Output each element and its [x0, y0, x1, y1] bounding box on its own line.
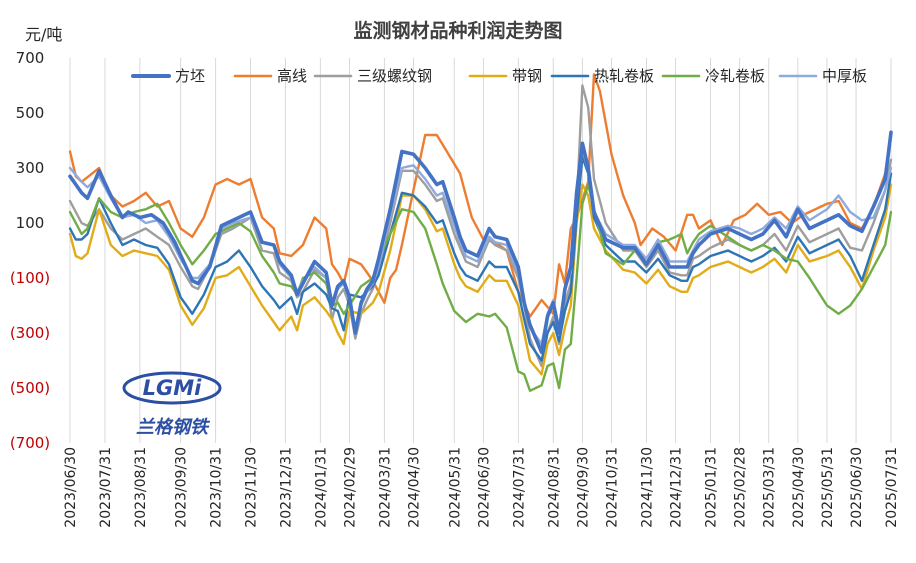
legend-label: 中厚板: [822, 67, 867, 85]
x-axis-ticks: 2023/06/30 2023/07/31 2023/08/31 2023/09/30…: [63, 447, 900, 528]
x-tick-label: 2024/08/31: [546, 447, 562, 528]
legend: 方坯 高线 三级螺纹钢 带钢 热轧卷板 冷轧卷板 中厚板: [131, 67, 867, 85]
x-tick-label: 2025/04/30: [791, 447, 807, 528]
x-tick-label: 2023/09/30: [174, 447, 190, 528]
series-lines: [68, 73, 893, 392]
y-tick-label: (100): [10, 269, 50, 287]
y-tick-label: (700): [10, 434, 50, 452]
x-tick-label: 2024/10/31: [605, 447, 621, 528]
x-tick-label: 2023/12/31: [278, 447, 294, 528]
chart-title: 监测钢材品种利润走势图: [353, 19, 562, 42]
x-tick-label: 2024/12/31: [669, 447, 685, 528]
series-line-1: [68, 73, 893, 318]
x-tick-label: 2023/11/30: [244, 447, 260, 528]
x-tick-label: 2024/03/31: [377, 447, 393, 528]
x-tick-label: 2025/03/31: [762, 447, 778, 528]
legend-label: 热轧卷板: [594, 67, 654, 85]
x-tick-label: 2024/02/29: [342, 447, 358, 528]
series-line-3: [68, 183, 893, 376]
x-tick-label: 2023/10/31: [209, 447, 225, 528]
x-tick-label: 2024/06/30: [476, 447, 492, 528]
logo-ring-icon: [122, 371, 222, 405]
x-tick-label: 2024/01/31: [313, 447, 329, 528]
x-tick-label: 2024/09/30: [575, 447, 591, 528]
series-line-0: [68, 130, 893, 355]
series-line-4: [68, 155, 893, 362]
x-tick-label: 2024/07/31: [511, 447, 527, 528]
y-tick-label: 100: [16, 214, 45, 232]
legend-label: 带钢: [512, 67, 542, 85]
series-line-5: [68, 183, 893, 392]
y-tick-label: 700: [16, 49, 45, 67]
y-tick-label: 500: [16, 104, 45, 122]
logo-chinese: 兰格钢铁: [136, 417, 211, 438]
x-tick-label: 2024/05/31: [447, 447, 463, 528]
x-tick-label: 2023/08/31: [133, 447, 149, 528]
y-axis-label: 元/吨: [25, 25, 62, 44]
lgmi-logo: LGMi 兰格钢铁: [122, 371, 222, 438]
x-tick-label: 2025/02/28: [733, 447, 749, 528]
x-tick-label: 2025/07/31: [884, 447, 900, 528]
x-tick-label: 2025/05/31: [820, 447, 836, 528]
y-axis-ticks: 700 500 300 100 (100) (300) (500) (700): [10, 49, 50, 452]
legend-label: 冷轧卷板: [705, 67, 765, 85]
legend-label: 高线: [277, 67, 307, 85]
x-tick-label: 2023/06/30: [63, 447, 79, 528]
x-tick-label: 2023/07/31: [98, 447, 114, 528]
x-tick-label: 2025/06/30: [849, 447, 865, 528]
logo-letters: LGMi: [143, 376, 203, 400]
legend-label: 三级螺纹钢: [357, 67, 432, 85]
x-tick-label: 2024/11/30: [639, 447, 655, 528]
y-tick-label: (500): [10, 379, 50, 397]
legend-label: 方坯: [175, 67, 205, 85]
x-tick-label: 2025/01/31: [703, 447, 719, 528]
y-tick-label: 300: [16, 159, 45, 177]
x-tick-label: 2024/04/30: [407, 447, 423, 528]
y-tick-label: (300): [10, 324, 50, 342]
series-line-6: [68, 147, 893, 346]
